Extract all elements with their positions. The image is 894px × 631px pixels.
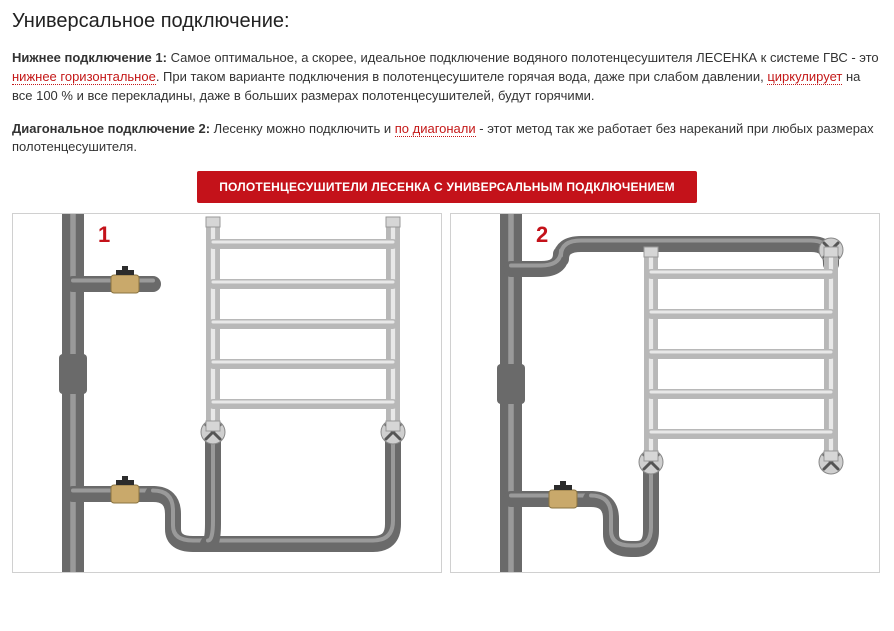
link-diagonal[interactable]: по диагонали (395, 121, 476, 137)
para2-lead: Диагональное подключение 2: (12, 121, 210, 136)
para1-lead: Нижнее подключение 1: (12, 50, 167, 65)
cta-button[interactable]: ПОЛОТЕНЦЕСУШИТЕЛИ ЛЕСЕНКА С УНИВЕРСАЛЬНЫ… (197, 171, 697, 203)
diagrams-row: 1 2 (12, 213, 882, 573)
paragraph-2: Диагональное подключение 2: Лесенку можн… (12, 120, 882, 158)
para1-t1: Самое оптимальное, а скорее, идеальное п… (167, 50, 879, 65)
diagram-1-number: 1 (98, 222, 110, 248)
diagram-2-number: 2 (536, 222, 548, 248)
para1-t2: . При таком варианте подключения в полот… (156, 69, 767, 84)
para2-t1: Лесенку можно подключить и (210, 121, 395, 136)
link-nizhnee[interactable]: нижнее горизонтальное (12, 69, 156, 85)
section-heading: Универсальное подключение: (12, 10, 882, 33)
diagram-2: 2 (450, 213, 880, 573)
diagram-1: 1 (12, 213, 442, 573)
paragraph-1: Нижнее подключение 1: Самое оптимальное,… (12, 49, 882, 106)
link-cirkuliruet[interactable]: циркулирует (767, 69, 842, 85)
